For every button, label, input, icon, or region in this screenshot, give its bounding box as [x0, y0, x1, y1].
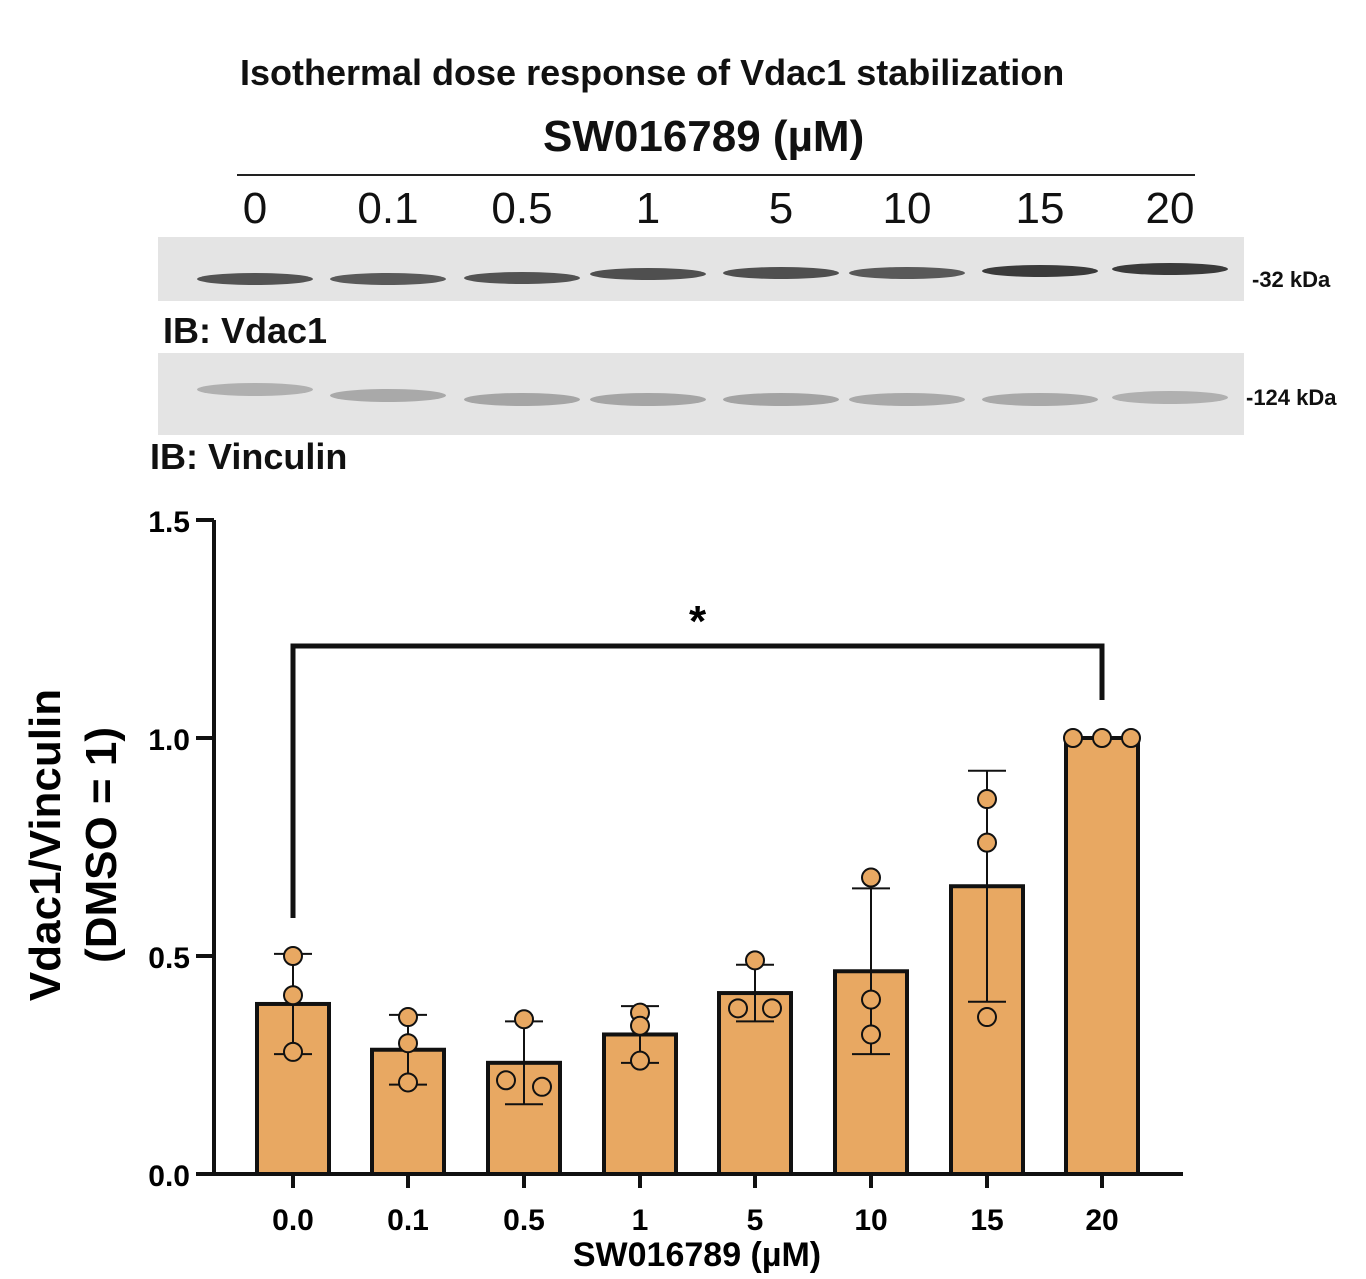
blot-band [464, 393, 580, 406]
blot-band [1112, 391, 1228, 404]
vinculin-blot-panel [158, 353, 1244, 435]
y-tick-label: 1.5 [148, 506, 190, 539]
data-point [1092, 728, 1112, 748]
vdac1-blot-panel [158, 237, 1244, 301]
blot-band [464, 272, 580, 284]
blot-band [982, 393, 1098, 406]
blot-band [330, 389, 446, 402]
data-point [745, 950, 765, 971]
x-tick-label: 20 [1085, 1204, 1118, 1237]
blot-band [590, 268, 706, 280]
data-point [532, 1076, 552, 1097]
data-point [283, 1041, 303, 1062]
lane-label: 0 [242, 184, 268, 233]
data-point [728, 998, 748, 1019]
lane-label: 0.5 [491, 184, 553, 233]
data-point [977, 789, 997, 810]
vinculin-ib-label: IB: Vinculin [150, 436, 348, 477]
data-point [398, 1072, 418, 1093]
blot-band [723, 393, 839, 406]
blot-band [849, 393, 965, 406]
blot-band [1112, 263, 1228, 275]
data-point [861, 1024, 881, 1045]
blot-band [723, 267, 839, 279]
blot-title: Isothermal dose response of Vdac1 stabil… [240, 52, 1065, 93]
x-tick-label: 15 [970, 1204, 1003, 1237]
x-tick-label: 5 [747, 1204, 764, 1237]
data-point [1121, 728, 1141, 748]
blot-band [197, 273, 313, 285]
data-point [514, 1009, 534, 1030]
lane-label: 5 [768, 184, 794, 233]
y-axis-title-line1: Vdac1/Vinculin [21, 689, 70, 1001]
bar [1064, 736, 1140, 1176]
y-tick-label: 1.0 [148, 724, 190, 757]
vinculin-mw-label: -124 kDa [1246, 385, 1337, 410]
blot-band [197, 383, 313, 396]
x-tick-label: 10 [854, 1204, 887, 1237]
data-point [283, 985, 303, 1006]
significance-bracket [290, 643, 1105, 918]
y-tick-label: 0.0 [148, 1160, 190, 1193]
blot-band [330, 273, 446, 285]
data-point [630, 1015, 650, 1036]
lane-label: 20 [1145, 184, 1195, 233]
data-point [398, 1033, 418, 1054]
y-tick-label: 0.5 [148, 942, 190, 975]
x-tick-label: 0.1 [387, 1204, 429, 1237]
blot-header-rule [237, 174, 1195, 176]
data-point [1063, 728, 1083, 748]
x-tick-label: 0.0 [272, 1204, 314, 1237]
data-point [861, 989, 881, 1010]
data-point [977, 832, 997, 853]
significance-label: * [689, 597, 707, 646]
bar-chart: 0.00.51.01.5 0.0 0.1 0.5 1 5 10 15 20 * SW01678… [21, 506, 1183, 1274]
blot-band [982, 265, 1098, 277]
lane-label: 0.1 [357, 184, 419, 233]
data-point [630, 1050, 650, 1071]
x-axis-title: SW016789 (µM) [573, 1236, 821, 1274]
x-tick-label: 1 [632, 1204, 649, 1237]
lane-label: 10 [882, 184, 932, 233]
lane-label: 15 [1015, 184, 1065, 233]
vdac1-mw-label: -32 kDa [1252, 267, 1331, 292]
data-point [861, 867, 881, 888]
blot-drug-label: SW016789 (µM) [543, 112, 865, 161]
data-point [496, 1070, 516, 1091]
x-tick-label: 0.5 [503, 1204, 545, 1237]
data-point [977, 1007, 997, 1028]
blot-band [590, 393, 706, 406]
vdac1-ib-label: IB: Vdac1 [163, 310, 328, 351]
data-point [398, 1007, 418, 1028]
y-axis-title-line2: (DMSO = 1) [77, 727, 126, 963]
data-point [283, 946, 303, 966]
data-point [762, 998, 782, 1019]
blot-band [849, 267, 965, 279]
lane-label: 1 [635, 184, 661, 233]
